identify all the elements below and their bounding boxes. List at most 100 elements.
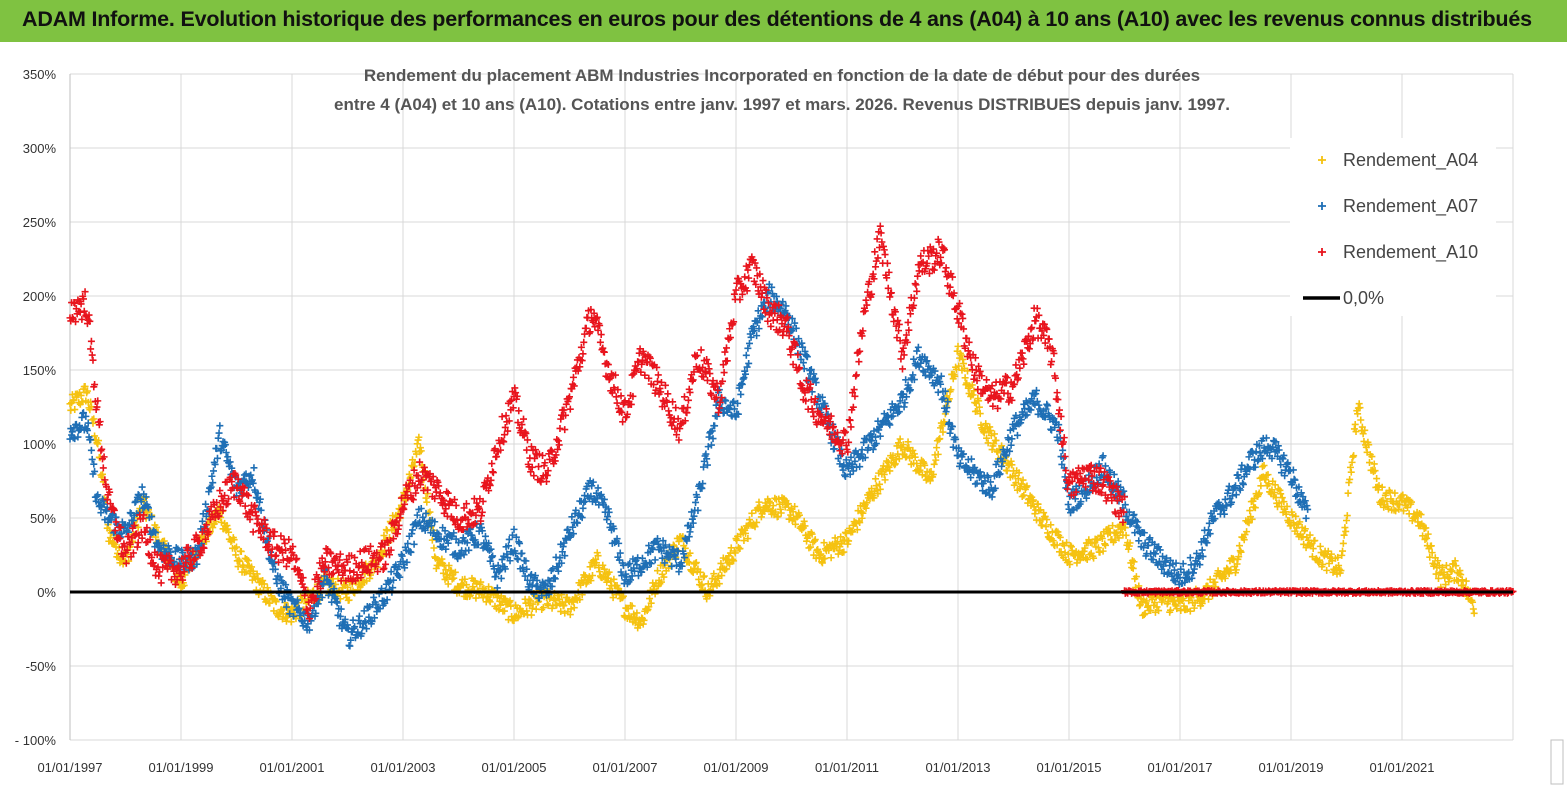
- data-point: [345, 596, 353, 604]
- data-point: [936, 435, 944, 443]
- data-point: [209, 524, 217, 532]
- data-point: [495, 606, 503, 614]
- data-point: [686, 549, 694, 557]
- data-point: [660, 573, 668, 581]
- data-point: [426, 508, 434, 516]
- data-point: [970, 387, 978, 395]
- data-point: [807, 543, 815, 551]
- data-point: [1083, 556, 1091, 564]
- data-point: [895, 439, 903, 447]
- data-point: [821, 554, 829, 562]
- data-point: [772, 508, 780, 516]
- data-point: [1020, 491, 1028, 499]
- data-point: [717, 559, 725, 567]
- data-point: [287, 618, 295, 626]
- data-point: [685, 558, 693, 566]
- data-point: [600, 565, 608, 573]
- data-point: [992, 436, 1000, 444]
- data-point: [961, 374, 969, 382]
- data-point: [696, 568, 704, 576]
- data-point: [423, 498, 431, 506]
- data-point: [1027, 502, 1035, 510]
- data-point: [586, 563, 594, 571]
- data-point: [982, 420, 990, 428]
- data-point: [272, 598, 280, 606]
- data-point: [742, 529, 750, 537]
- data-point: [840, 548, 848, 556]
- data-point: [736, 545, 744, 553]
- data-point: [926, 477, 934, 485]
- data-point: [727, 544, 735, 552]
- data-point: [998, 442, 1006, 450]
- data-point: [527, 611, 535, 619]
- data-point: [811, 536, 819, 544]
- data-point: [1081, 544, 1089, 552]
- data-point: [507, 602, 515, 610]
- data-point: [462, 581, 470, 589]
- data-point: [820, 539, 828, 547]
- data-point: [628, 602, 636, 610]
- data-point: [654, 567, 662, 575]
- data-point: [1056, 533, 1064, 541]
- data-point: [570, 604, 578, 612]
- data-point: [886, 467, 894, 475]
- data-point: [594, 552, 602, 560]
- data-point: [933, 444, 941, 452]
- data-point: [610, 575, 618, 583]
- data-point: [909, 446, 917, 454]
- data-point: [853, 526, 861, 534]
- data-point: [874, 490, 882, 498]
- data-point: [827, 554, 835, 562]
- data-point: [1063, 539, 1071, 547]
- data-point: [769, 502, 777, 510]
- data-point: [279, 610, 287, 618]
- data-point: [744, 535, 752, 543]
- data-point: [379, 551, 387, 559]
- data-point: [730, 557, 738, 565]
- data-point: [863, 499, 871, 507]
- data-point: [180, 581, 188, 589]
- data-point: [934, 450, 942, 458]
- data-point: [784, 500, 792, 508]
- data-point: [777, 509, 785, 517]
- data-point: [876, 485, 884, 493]
- data-point: [849, 528, 857, 536]
- data-point: [1034, 500, 1042, 508]
- data-point: [332, 580, 340, 588]
- data-point: [657, 578, 665, 586]
- data-point: [896, 435, 904, 443]
- data-point: [633, 609, 641, 617]
- data-point: [225, 528, 233, 536]
- data-point: [1019, 476, 1027, 484]
- data-point: [947, 386, 955, 394]
- data-point: [1053, 541, 1061, 549]
- data-point: [619, 592, 627, 600]
- data-point: [236, 557, 244, 565]
- data-point: [498, 598, 506, 606]
- data-point: [260, 580, 268, 588]
- data-point: [1038, 522, 1046, 530]
- data-point: [1064, 550, 1072, 558]
- data-point: [1043, 516, 1051, 524]
- data-point: [833, 538, 841, 546]
- data-point: [854, 507, 862, 515]
- data-point: [415, 433, 423, 441]
- data-point: [700, 572, 708, 580]
- data-point: [233, 543, 240, 551]
- data-point: [592, 559, 600, 567]
- page-title: ADAM Informe. Evolution historique des p…: [22, 7, 1532, 31]
- data-point: [1029, 496, 1037, 504]
- data-point: [428, 536, 436, 544]
- data-point: [266, 599, 274, 607]
- data-point: [918, 471, 926, 479]
- data-point: [842, 529, 850, 537]
- data-point: [856, 519, 864, 527]
- data-point: [710, 570, 718, 578]
- data-point: [964, 367, 972, 375]
- data-point: [445, 562, 453, 570]
- data-point: [954, 342, 962, 350]
- data-point: [976, 410, 984, 418]
- data-point: [751, 523, 759, 531]
- data-point: [248, 563, 256, 571]
